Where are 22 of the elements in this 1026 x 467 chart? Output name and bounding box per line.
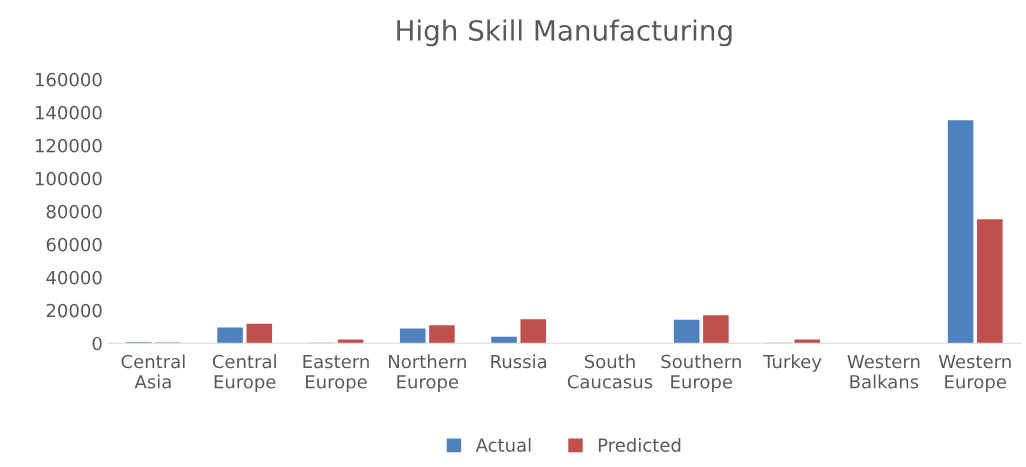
y-tick-label: 100000 (35, 171, 102, 186)
x-tick-label: Turkey (763, 354, 822, 372)
y-tick-label: 140000 (35, 105, 102, 120)
legend-label: Actual (475, 437, 531, 452)
y-tick-label: 0 (92, 336, 102, 351)
y-tick-label: 80000 (46, 204, 102, 219)
y-tick-label: 120000 (35, 138, 102, 153)
x-tick-label: Northern Europe (389, 354, 466, 393)
y-tick-label: 20000 (46, 303, 102, 318)
x-tick-label: Western Europe (938, 354, 1011, 393)
y-tick-label: 60000 (46, 237, 102, 252)
x-tick-label: Southern Europe (661, 354, 741, 393)
x-tick-label: South Caucasus (567, 354, 653, 389)
y-tick-label: 40000 (46, 270, 102, 285)
x-tick-label: Western Balkans (847, 354, 920, 389)
x-tick-label: Central Asia (121, 354, 185, 389)
x-tick-label: Eastern Europe (303, 354, 369, 393)
legend-label: Predicted (598, 437, 681, 452)
chart-title: High Skill Manufacturing (397, 19, 732, 47)
x-tick-label: Russia (491, 354, 547, 369)
x-tick-label: Central Europe (212, 354, 276, 393)
y-tick-label: 160000 (35, 72, 102, 87)
